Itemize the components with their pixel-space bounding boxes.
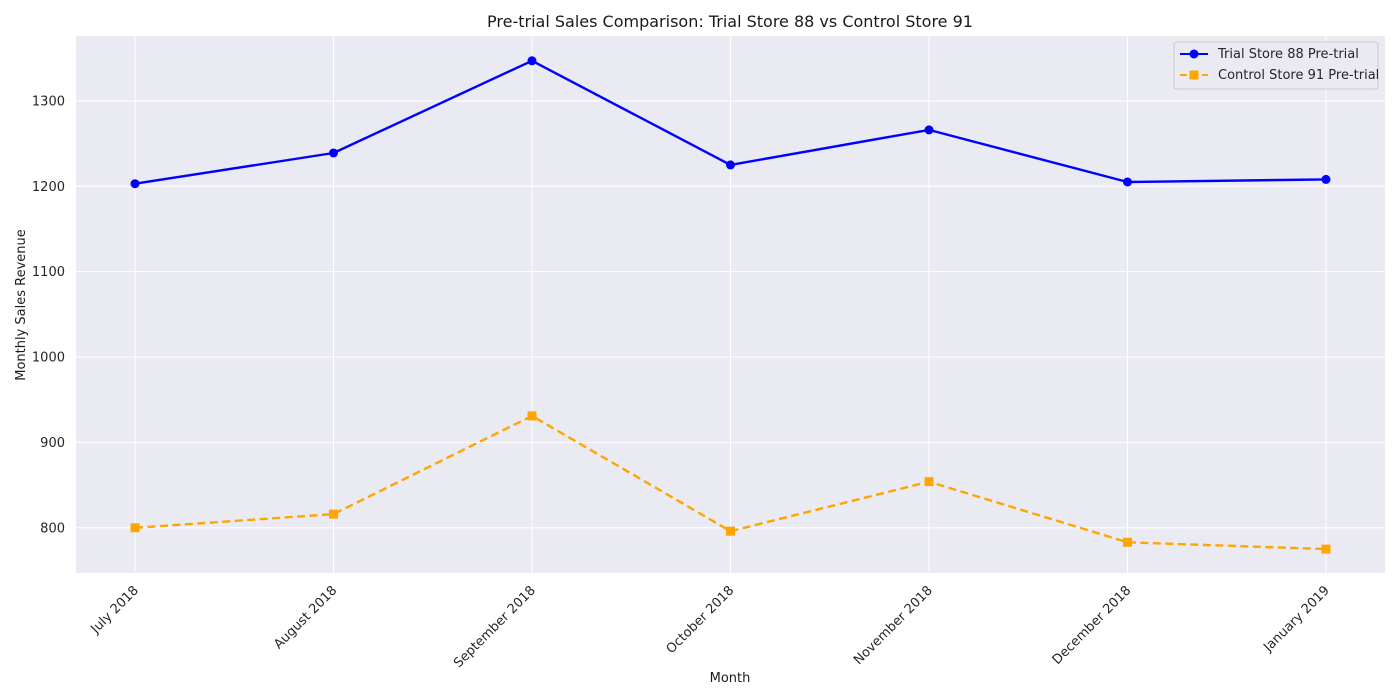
x-tick-label: October 2018: [664, 583, 738, 657]
x-tick-label: January 2019: [1260, 583, 1332, 655]
data-point-1-5: [1123, 537, 1132, 547]
x-axis-label: Month: [710, 671, 751, 686]
x-tick-label: July 2018: [88, 583, 142, 637]
data-point-0-1: [329, 148, 338, 158]
x-tick-label: September 2018: [451, 583, 539, 671]
y-axis-ticks: 800 900 1000 1100 1200 1300: [32, 94, 65, 536]
y-axis-label: Monthly Sales Revenue: [14, 229, 29, 381]
data-point-0-6: [1321, 174, 1331, 184]
legend-label-control: Control Store 91 Pre-trial: [1218, 68, 1379, 83]
data-point-0-5: [1123, 177, 1132, 187]
data-point-0-4: [924, 125, 934, 135]
data-point-0-3: [726, 160, 735, 170]
legend: Trial Store 88 Pre-trial Control Store 9…: [1173, 41, 1379, 90]
data-point-1-6: [1321, 544, 1331, 554]
data-point-1-2: [527, 411, 537, 421]
y-tick-label: 1000: [32, 351, 65, 366]
series-layer: [130, 56, 1331, 554]
data-point-1-4: [924, 477, 934, 487]
y-tick-label: 1100: [32, 265, 65, 280]
y-tick-label: 900: [40, 436, 65, 451]
y-tick-label: 800: [40, 521, 65, 536]
legend-box: [1173, 41, 1379, 90]
data-point-1-1: [329, 509, 338, 519]
grid-lines: [76, 36, 1385, 573]
y-tick-label: 1200: [32, 180, 65, 195]
legend-marker-control: [1189, 70, 1199, 80]
data-point-0-2: [527, 56, 537, 66]
x-tick-label: November 2018: [851, 583, 936, 668]
data-point-0-0: [130, 179, 140, 189]
data-point-1-0: [130, 523, 140, 533]
chart-title: Pre-trial Sales Comparison: Trial Store …: [487, 12, 973, 31]
legend-marker-trial: [1189, 49, 1199, 59]
x-axis-ticks: July 2018 August 2018 September 2018 Octobe…: [88, 583, 1333, 671]
x-tick-label: August 2018: [271, 583, 340, 652]
legend-label-trial: Trial Store 88 Pre-trial: [1217, 47, 1359, 62]
y-tick-label: 1300: [32, 94, 65, 109]
data-point-1-3: [726, 526, 735, 536]
x-tick-label: December 2018: [1050, 583, 1135, 668]
